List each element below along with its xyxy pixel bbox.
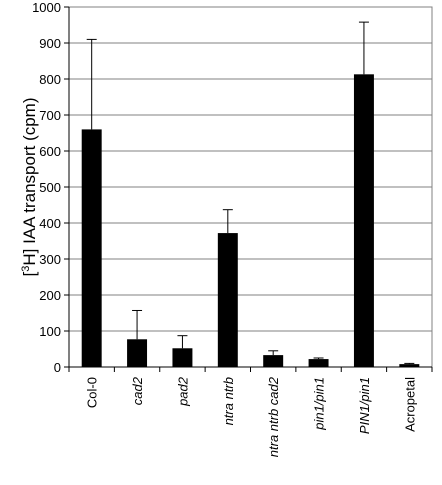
x-tick-label-5: ntra ntrb cad2 [266,376,281,457]
y-tick-labels: 0 100 200 300 400 500 600 700 800 900 1000 [32,0,61,375]
y-tick-label: 1000 [32,0,61,15]
axes [64,6,433,372]
y-tick-label: 300 [39,252,61,267]
y-axis-label-open: [ [20,272,39,277]
bars [81,74,420,367]
bar-4 [217,233,238,367]
y-tick-label: 400 [39,216,61,231]
y-axis-label-superscript: 3 [20,266,32,272]
y-tick-label: 500 [39,180,61,195]
bar-5 [263,355,284,367]
x-tick-label-2: cad2 [130,376,145,405]
y-tick-label: 700 [39,108,61,123]
bar-6 [308,359,329,367]
y-tick-label: 200 [39,288,61,303]
x-tick-label-1: Col-0 [85,377,100,408]
bar-7 [353,74,374,367]
y-tick-label: 600 [39,144,61,159]
x-tick-label-3: pad2 [175,376,190,407]
y-axis-label-rest: H] IAA transport (cpm) [20,97,39,265]
error-bars [86,21,415,365]
y-axis-label: [3H] IAA transport (cpm) [20,97,39,276]
bar-3 [172,348,193,367]
x-tick-label-7: PIN1/pin1 [357,377,372,434]
bar-2 [127,339,148,367]
x-tick-label-4: ntra ntrb [221,377,236,425]
x-tick-label-6: pin1/pin1 [312,377,327,431]
x-tick-label-8: Acropetal [402,377,417,432]
bar-1 [81,129,102,367]
y-tick-label: 0 [54,360,61,375]
y-tick-label: 900 [39,36,61,51]
x-tick-labels: Col-0 cad2 pad2 ntra ntrb ntra ntrb cad2 pin1… [85,376,418,457]
y-tick-label: 800 [39,72,61,87]
bar-8 [399,364,420,367]
y-tick-label: 100 [39,324,61,339]
gridlines [68,6,433,368]
